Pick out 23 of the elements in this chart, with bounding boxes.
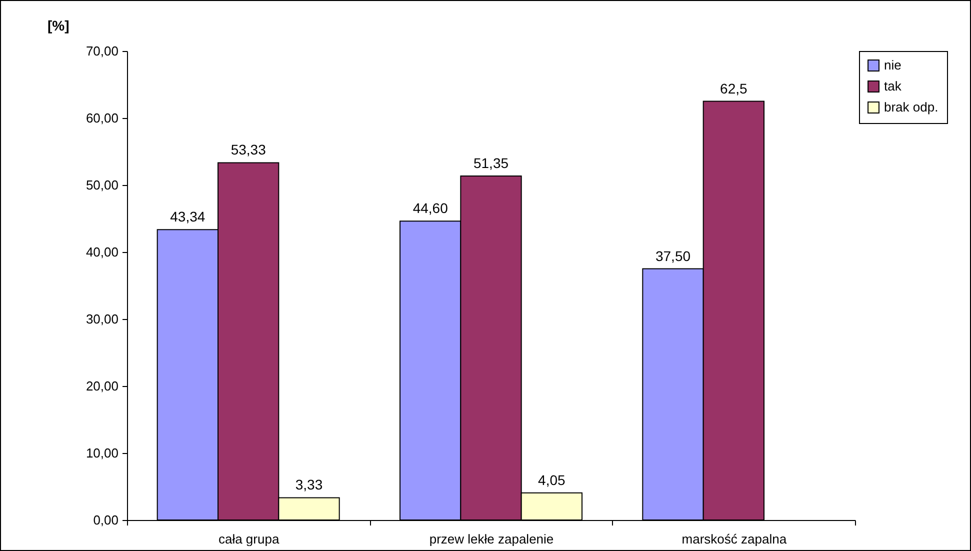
y-tick-label: 70,00 xyxy=(86,44,118,58)
legend-label: nie xyxy=(884,58,902,72)
data-label: 3,33 xyxy=(295,476,323,493)
y-tick-label: 30,00 xyxy=(86,312,118,326)
y-tick-label: 20,00 xyxy=(86,378,118,394)
y-tick-label: 0,00 xyxy=(93,512,118,528)
data-label: 51,35 xyxy=(473,154,509,171)
x-tick-label: marskość zapalna xyxy=(682,532,788,546)
y-tick-label: 60,00 xyxy=(86,110,118,126)
x-tick-label: cała grupa xyxy=(218,532,280,546)
y-tick-label: 50,00 xyxy=(86,178,118,192)
data-label: 43,34 xyxy=(170,208,206,225)
y-axis-title: [%] xyxy=(48,18,70,34)
data-label: 62,5 xyxy=(720,80,748,96)
data-label: 44,60 xyxy=(412,200,448,216)
y-tick-label: 40,00 xyxy=(86,244,118,260)
data-label: 37,50 xyxy=(655,248,691,264)
data-label: 4,05 xyxy=(538,472,566,488)
data-label: 53,33 xyxy=(230,142,266,158)
legend-label: tak xyxy=(884,78,902,94)
y-tick-label: 10,00 xyxy=(86,446,118,460)
legend-label: brak odp. xyxy=(884,100,938,114)
x-tick-label: przew lekłe zapalenie xyxy=(429,532,554,546)
